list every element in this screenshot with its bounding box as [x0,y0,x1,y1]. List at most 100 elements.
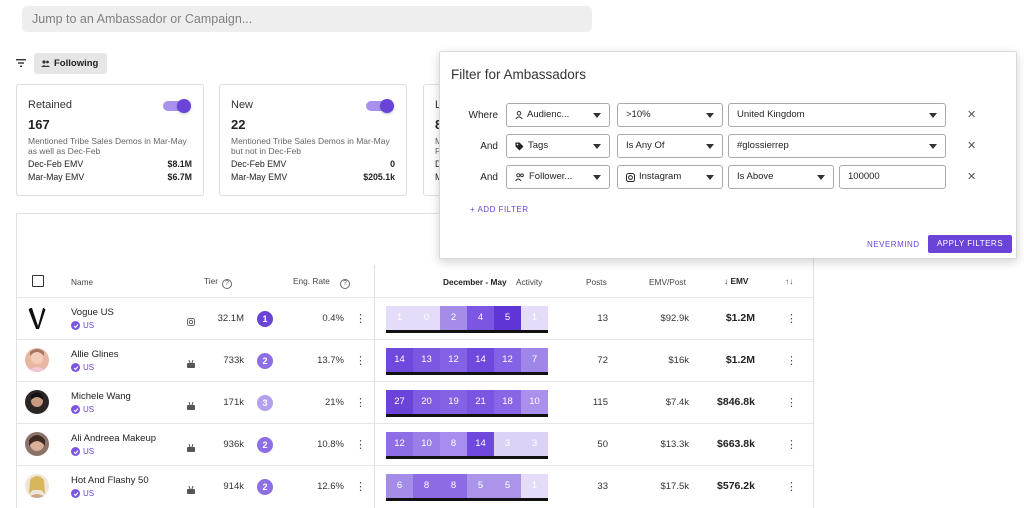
activity-cell[interactable]: 8 [440,474,467,498]
activity-cell[interactable]: 14 [467,348,494,372]
more-icon[interactable]: ⋮ [786,439,797,451]
activity-cell[interactable]: 3 [494,432,521,456]
verified-check-icon [71,489,80,498]
filter-field-select[interactable]: Tags [506,134,610,158]
emv-per-post: $17.5k [660,481,689,492]
more-icon[interactable]: ⋮ [786,481,797,493]
filter-field-select[interactable]: Follower... [506,165,610,189]
activity-cell[interactable]: 1 [386,306,413,330]
activity-cell[interactable]: 1 [521,306,548,330]
ambassador-name[interactable]: Hot And Flashy 50 [71,475,149,486]
card-stat-row: Dec-Feb EMV 0 [231,159,395,169]
activity-cell[interactable]: 10 [521,390,548,414]
youtube-icon [187,397,195,415]
select-all-checkbox[interactable] [32,275,44,287]
card-toggle[interactable] [163,99,191,113]
ambassador-name[interactable]: Michele Wang [71,391,131,402]
activity-cell[interactable]: 5 [467,474,494,498]
activity-cell[interactable]: 12 [494,348,521,372]
following-button[interactable]: Following [34,53,108,74]
nevermind-button[interactable]: NEVERMIND [867,240,920,249]
activity-cell[interactable]: 8 [440,432,467,456]
remove-filter-icon[interactable]: ✕ [967,171,977,183]
activity-cell[interactable]: 8 [413,474,440,498]
filter-value-select[interactable]: United Kingdom [728,103,946,127]
more-icon[interactable]: ⋮ [786,313,797,325]
header-emv-post[interactable]: EMV/Post [649,277,686,287]
row-divider [17,423,814,424]
activity-cell[interactable]: 14 [467,432,494,456]
help-icon[interactable]: ? [221,279,232,289]
header-name[interactable]: Name [71,277,94,287]
sort-down-icon: ↓ [724,276,729,286]
activity-cell[interactable]: 13 [413,348,440,372]
add-filter-button[interactable]: + ADD FILTER [470,205,529,214]
ambassador-country: US [71,489,94,498]
avatar[interactable] [25,474,49,498]
filter-value-select[interactable]: #glossierrep [728,134,946,158]
tier-badge: 2 [257,479,273,495]
ambassador-name[interactable]: Allie Glines [71,349,119,360]
activity-cell[interactable]: 14 [386,348,413,372]
more-icon[interactable]: ⋮ [355,397,366,409]
help-icon[interactable]: ? [339,279,350,289]
filter-platform-select[interactable]: Instagram [617,165,723,189]
apply-filters-button[interactable]: APPLY FILTERS [928,235,1012,253]
activity-cell[interactable]: 12 [386,432,413,456]
activity-cell[interactable]: 27 [386,390,413,414]
post-count: 33 [597,481,608,492]
filter-operator-select[interactable]: >10% [617,103,723,127]
verified-check-icon [71,405,80,414]
remove-filter-icon[interactable]: ✕ [967,140,977,152]
activity-cell[interactable]: 10 [413,432,440,456]
card-toggle[interactable] [366,99,394,113]
more-icon[interactable]: ⋮ [355,313,366,325]
header-eng-rate[interactable]: Eng. Rate? [293,276,350,289]
ambassador-name[interactable]: Vogue US [71,307,114,318]
filter-field-select[interactable]: Audienc... [506,103,610,127]
tag-icon [515,142,524,150]
activity-cell[interactable]: 18 [494,390,521,414]
activity-cell[interactable]: 0 [413,306,440,330]
emv-per-post: $13.3k [660,439,689,450]
post-count: 72 [597,355,608,366]
filter-number-input[interactable]: 100000 [839,165,946,189]
youtube-icon [187,481,195,499]
more-icon[interactable]: ⋮ [355,439,366,451]
header-activity: Activity [516,277,543,287]
search-input[interactable]: Jump to an Ambassador or Campaign... [22,6,592,32]
header-emv[interactable]: ↓ EMV [724,276,749,286]
more-icon[interactable]: ⋮ [355,355,366,367]
more-icon[interactable]: ⋮ [355,481,366,493]
more-icon[interactable]: ⋮ [786,397,797,409]
remove-filter-icon[interactable]: ✕ [967,109,977,121]
follower-count: 936k [223,439,244,450]
activity-cell[interactable]: 5 [494,474,521,498]
ambassador-name[interactable]: Ali Andreea Makeup [71,433,157,444]
avatar[interactable] [25,390,49,414]
youtube-icon [187,355,195,373]
avatar[interactable] [25,432,49,456]
header-posts[interactable]: Posts [586,277,607,287]
filter-conjunction: Where [468,110,498,121]
activity-cell[interactable]: 3 [521,432,548,456]
activity-cell[interactable]: 5 [494,306,521,330]
more-icon[interactable]: ⋮ [786,355,797,367]
activity-cell[interactable]: 19 [440,390,467,414]
filter-operator-select[interactable]: Is Any Of [617,134,723,158]
activity-cell[interactable]: 1 [521,474,548,498]
activity-cell[interactable]: 21 [467,390,494,414]
avatar[interactable] [25,348,49,372]
filter-operator-select[interactable]: Is Above [728,165,834,189]
activity-cell[interactable]: 6 [386,474,413,498]
header-tier[interactable]: Tier? [204,276,232,289]
sort-toggle-icon[interactable]: ↑↓ [785,276,794,286]
verified-check-icon [71,321,80,330]
activity-cell[interactable]: 12 [440,348,467,372]
avatar[interactable] [25,306,49,330]
activity-cell[interactable]: 4 [467,306,494,330]
activity-cell[interactable]: 20 [413,390,440,414]
activity-cell[interactable]: 7 [521,348,548,372]
filter-icon[interactable] [15,57,27,69]
activity-cell[interactable]: 2 [440,306,467,330]
